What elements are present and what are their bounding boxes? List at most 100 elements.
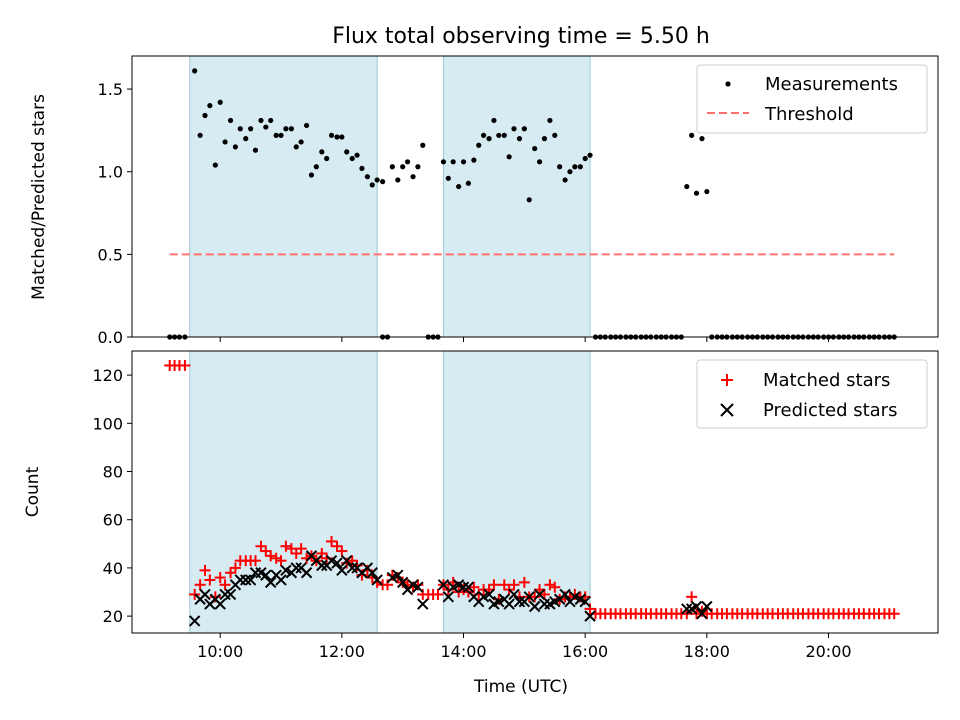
matched-star-point [189, 588, 201, 600]
bottom-x-tick-label: 10:00 [197, 642, 243, 661]
predicted-star-point [701, 600, 713, 613]
measurement-point [476, 142, 482, 148]
measurement-point [380, 179, 386, 185]
predicted-star-point [244, 574, 257, 586]
measurement-point [313, 164, 319, 170]
top-panel: 0.0 0.5 1.0 1.5 Flux total observing time =… [29, 24, 939, 347]
legend-measurements-marker [725, 81, 731, 87]
measurement-point [480, 132, 487, 138]
matched-star-point [549, 581, 561, 593]
matched-star-point [270, 552, 282, 564]
matched-star-point [290, 547, 302, 559]
top-y-axis-label: Matched/Predicted stars [29, 94, 49, 300]
measurement-point [212, 162, 218, 168]
predicted-star-point [275, 574, 287, 586]
top-shaded-interval-0 [189, 55, 378, 338]
matched-star-point [214, 572, 226, 584]
measurement-point [369, 182, 375, 188]
measurement-point [192, 68, 198, 74]
matched-star-point [199, 564, 211, 576]
measurement-point [450, 159, 456, 165]
measurement-point [511, 126, 517, 132]
measurement-point [273, 132, 279, 138]
predicted-star-point [366, 567, 378, 579]
measurement-point [359, 165, 365, 171]
measurement-point [288, 126, 294, 132]
bottom-y-tick-label: 40 [103, 559, 123, 578]
predicted-star-point [290, 562, 302, 574]
measurement-point [197, 132, 203, 138]
measurement-point [582, 155, 588, 162]
predicted-star-point [188, 615, 201, 627]
bottom-legend-box [696, 359, 928, 429]
measurement-point [268, 117, 274, 124]
measurement-point [278, 132, 284, 138]
measurement-point [222, 139, 228, 145]
measurement-point [308, 172, 315, 178]
measurement-point [532, 145, 538, 152]
predicted-star-point [559, 588, 571, 601]
top-shaded-interval-1 [442, 55, 591, 338]
top-y-tick-label: 0.0 [98, 328, 123, 347]
measurement-point [465, 180, 471, 186]
measurement-point [567, 169, 573, 175]
matched-star-point [280, 540, 292, 552]
bottom-panel: 20 40 60 80 100 120 10:00 12:00 14:00 16:00 18:00… [23, 350, 939, 697]
predicted-star-point [346, 562, 358, 574]
bottom-x-tick-label: 20:00 [805, 642, 851, 661]
matched-star-point [498, 579, 510, 591]
top-legend-box [696, 64, 928, 134]
measurement-point [217, 99, 223, 105]
bottom-x-tick-label: 16:00 [562, 642, 608, 661]
matched-star-point [225, 567, 237, 579]
top-y-ticks: 0.0 0.5 1.0 1.5 [98, 80, 132, 347]
measurement-point [486, 136, 492, 142]
legend-measurements-label: Measurements [765, 74, 898, 95]
matched-star-point [686, 591, 698, 603]
measurement-point [526, 197, 532, 203]
bottom-y-tick-label: 60 [103, 511, 123, 530]
bottom-x-tick-label: 18:00 [684, 642, 730, 661]
predicted-star-point [513, 595, 526, 608]
bottom-y-tick-label: 80 [103, 463, 123, 482]
top-legend: Measurements Threshold [696, 64, 928, 134]
matched-star-point [260, 545, 272, 557]
measurement-point [410, 174, 416, 180]
matched-star-point [468, 581, 480, 593]
predicted-star-point [396, 576, 409, 589]
top-y-tick-label: 1.5 [98, 80, 123, 99]
measurement-point [404, 159, 411, 165]
matched-star-point [488, 579, 500, 591]
bottom-axes-frame [131, 350, 939, 634]
predicted-star-point [316, 559, 328, 572]
matched-star-point [518, 576, 530, 588]
legend-threshold-label: Threshold [764, 104, 854, 125]
bottom-y-tick-label: 20 [103, 607, 123, 626]
measurement-point [354, 152, 360, 158]
measurement-point [303, 122, 310, 129]
top-axes-frame [131, 55, 939, 338]
measurement-point [237, 126, 243, 132]
measurement-point [258, 117, 264, 124]
legend-matched-marker [721, 374, 733, 386]
measurement-point [364, 174, 371, 180]
measurement-point [344, 149, 350, 155]
matched-star-point [229, 562, 241, 574]
matched-star-point [194, 579, 206, 591]
measurement-point [349, 155, 355, 162]
predicted-star-point [336, 564, 348, 577]
predicted-star-point [331, 557, 343, 569]
measurement-point [699, 136, 705, 142]
measurement-point [319, 149, 325, 155]
measurement-point [536, 159, 543, 165]
predicted-star-point [462, 581, 475, 593]
predicted-star-point [224, 588, 237, 601]
matched-star-point [316, 547, 328, 559]
measurement-point [252, 147, 259, 153]
measurement-point [516, 136, 523, 142]
measurement-point [389, 164, 395, 170]
measurement-point [420, 142, 426, 148]
measurement-point [202, 112, 208, 119]
predicted-star-point [696, 608, 708, 620]
matched-star-point [888, 608, 900, 620]
